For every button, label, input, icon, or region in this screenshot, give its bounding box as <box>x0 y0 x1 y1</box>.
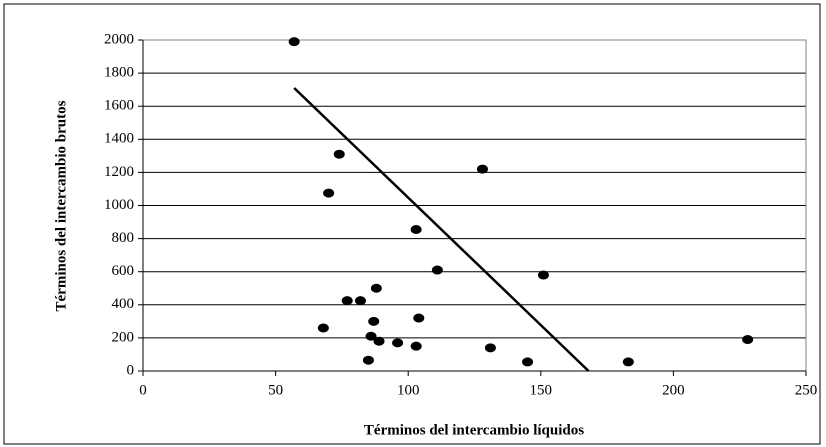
y-axis-label: Términos del intercambio brutos <box>53 100 69 311</box>
point <box>373 336 385 346</box>
x-tick-label: 200 <box>662 382 685 398</box>
y-tick-label: 800 <box>112 230 135 246</box>
point <box>333 149 345 159</box>
point <box>288 37 300 47</box>
y-tick-label: 1400 <box>104 131 134 147</box>
x-tick-label: 50 <box>268 382 283 398</box>
point <box>362 355 374 365</box>
point <box>522 357 534 367</box>
y-tick-label: 1600 <box>104 98 134 114</box>
y-tick-label: 400 <box>112 296 135 312</box>
point <box>622 357 634 367</box>
point <box>484 343 496 353</box>
point <box>476 164 488 174</box>
point <box>392 338 404 348</box>
point <box>413 313 425 323</box>
y-tick-label: 2000 <box>104 31 134 47</box>
point <box>410 341 422 351</box>
point <box>354 296 366 306</box>
chart-frame <box>3 3 821 445</box>
trend-line <box>293 87 590 372</box>
point <box>410 224 422 234</box>
x-tick-label: 250 <box>795 382 818 398</box>
y-tick-label: 200 <box>112 329 135 345</box>
y-tick-label: 600 <box>112 263 135 279</box>
point <box>742 335 754 345</box>
point <box>431 265 443 275</box>
point <box>323 188 335 198</box>
point <box>370 283 382 293</box>
y-tick-label: 1200 <box>104 164 134 180</box>
x-tick-label: 100 <box>397 382 420 398</box>
point <box>317 323 329 333</box>
x-tick-label: 150 <box>530 382 553 398</box>
point <box>341 296 353 306</box>
x-axis-label: Términos del intercambio líquidos <box>364 422 584 438</box>
y-tick-label: 1800 <box>104 65 134 81</box>
point <box>537 270 549 280</box>
y-tick-label: 1000 <box>104 197 134 213</box>
y-tick-label: 0 <box>127 362 135 378</box>
point <box>368 316 380 326</box>
point <box>365 331 377 341</box>
x-tick-label: 0 <box>139 382 147 398</box>
